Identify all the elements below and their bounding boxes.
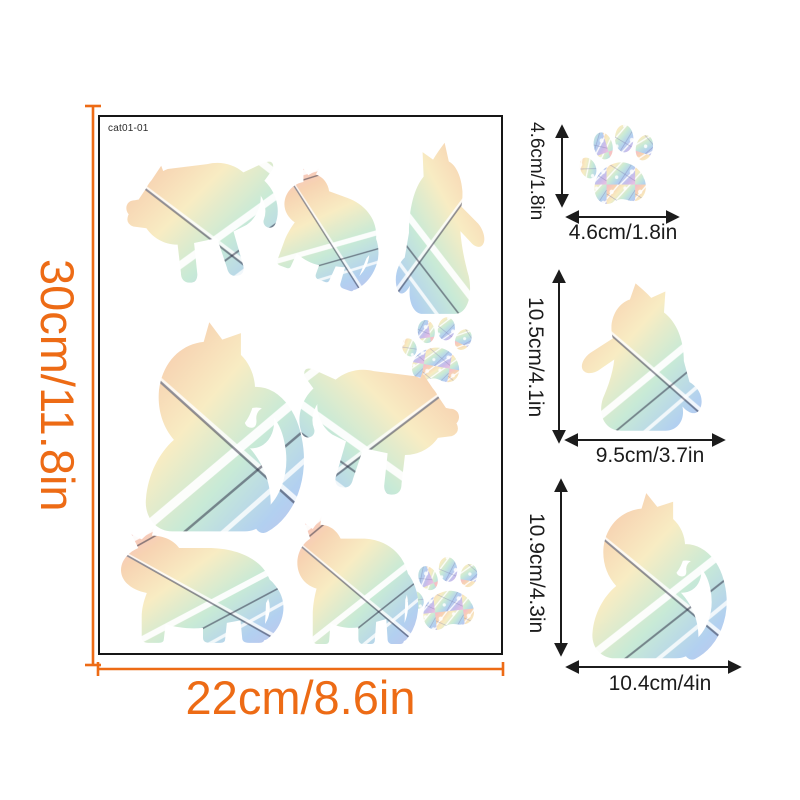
sitting-cat-width-label: 10.4cm/4in	[608, 672, 712, 695]
paw-print-art	[578, 124, 656, 205]
cat-sticker-crouching	[121, 528, 277, 643]
reaching-cat-art	[581, 283, 702, 431]
sheet-artwork	[100, 142, 486, 653]
sheet-width-label: 22cm/8.6in	[185, 671, 416, 724]
sitting-cat-art	[572, 488, 730, 660]
paw-height-label: 4.6cm/1.8in	[526, 121, 547, 221]
cat-sticker-kitten	[297, 516, 413, 644]
paw-width-label: 4.6cm/1.8in	[568, 221, 678, 244]
sitting-cat-height-label: 10.9cm/4.3in	[525, 513, 548, 634]
cat-sticker-climbing	[395, 142, 485, 314]
cat-sticker-leaping	[126, 162, 273, 283]
sheet-height-label: 30cm/11.8in	[31, 258, 84, 512]
reaching-cat-height-label: 10.5cm/4.1in	[524, 297, 547, 418]
reaching-cat-width-label: 9.5cm/3.7in	[595, 444, 705, 467]
sticker-sheet: cat01-01	[98, 115, 503, 655]
cat-sticker-walking-down	[263, 161, 397, 295]
cat-sticker-pouncing	[304, 369, 459, 495]
cat-sticker-sitting-large	[146, 322, 295, 531]
sheet-code-label: cat01-01	[108, 123, 149, 134]
